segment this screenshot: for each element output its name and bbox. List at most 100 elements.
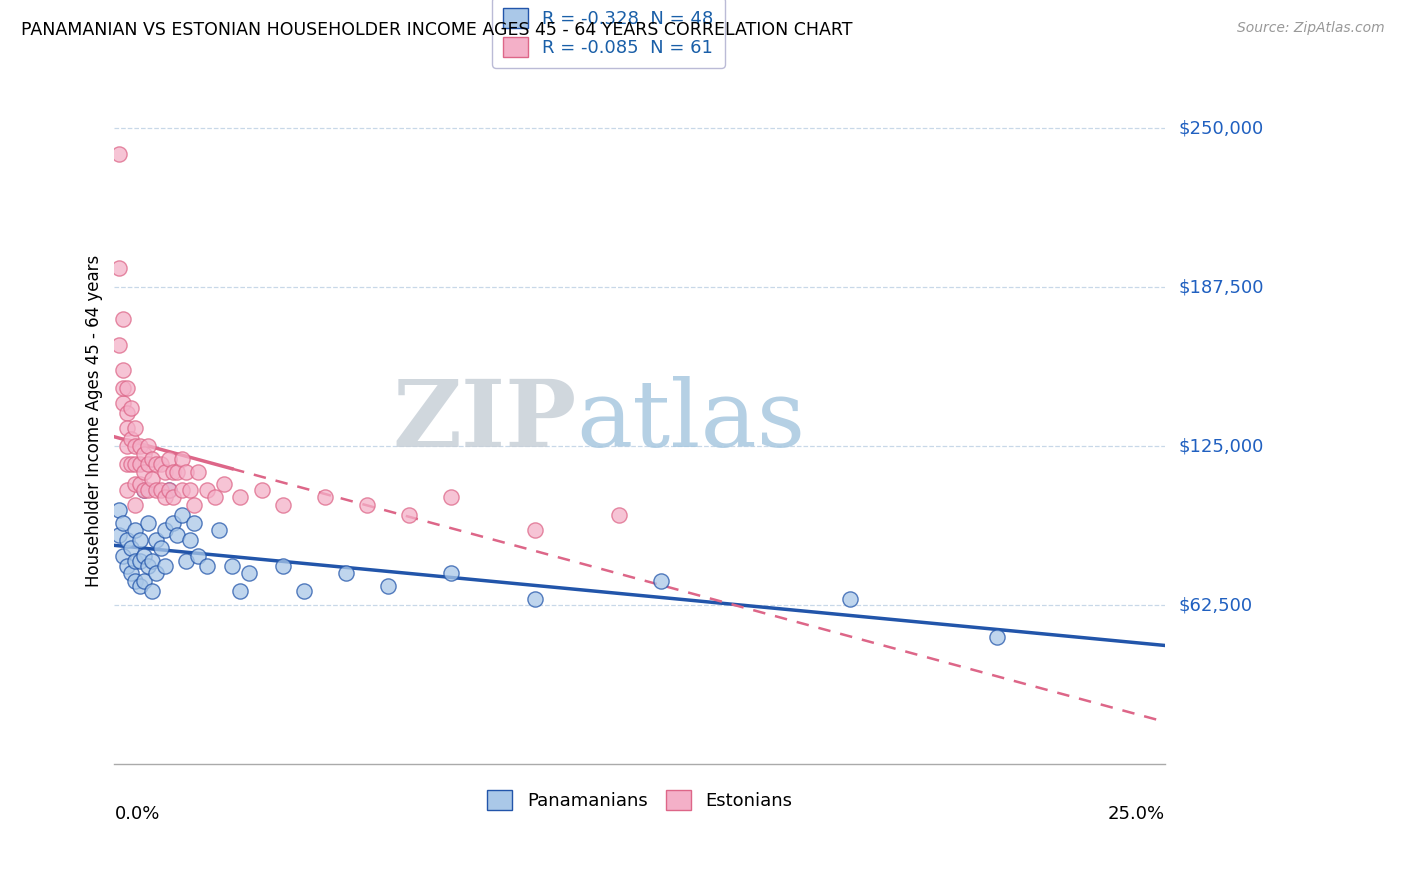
Point [271, 558, 294, 573]
Point [136, 516, 159, 530]
Point [141, 472, 163, 486]
Point [212, 477, 235, 491]
Point [115, 406, 138, 420]
Point [183, 516, 205, 530]
Text: ZIP: ZIP [392, 376, 576, 466]
Point [120, 566, 142, 581]
Text: $250,000: $250,000 [1180, 120, 1264, 137]
Point [128, 457, 150, 471]
Point [136, 457, 159, 471]
Point [115, 483, 138, 497]
Point [132, 483, 155, 497]
Point [107, 337, 129, 351]
Point [120, 541, 142, 555]
Point [107, 261, 129, 276]
Point [132, 447, 155, 461]
Point [174, 465, 197, 479]
Point [120, 457, 142, 471]
Text: $62,500: $62,500 [1180, 596, 1253, 615]
Point [204, 490, 226, 504]
Point [107, 528, 129, 542]
Point [132, 483, 155, 497]
Point [292, 584, 315, 599]
Point [166, 528, 188, 542]
Point [157, 483, 180, 497]
Point [439, 490, 461, 504]
Point [183, 498, 205, 512]
Point [166, 465, 188, 479]
Point [170, 483, 193, 497]
Point [124, 477, 146, 491]
Point [838, 591, 860, 606]
Point [335, 566, 357, 581]
Point [111, 396, 134, 410]
Point [128, 439, 150, 453]
Point [523, 523, 546, 537]
Point [149, 541, 172, 555]
Text: atlas: atlas [576, 376, 806, 466]
Point [132, 549, 155, 563]
Point [439, 566, 461, 581]
Point [111, 381, 134, 395]
Y-axis label: Householder Income Ages 45 - 64 years: Householder Income Ages 45 - 64 years [86, 255, 103, 587]
Point [162, 465, 184, 479]
Point [187, 465, 209, 479]
Point [115, 533, 138, 548]
Point [115, 558, 138, 573]
Point [124, 498, 146, 512]
Point [145, 457, 167, 471]
Point [145, 533, 167, 548]
Point [187, 549, 209, 563]
Point [153, 490, 176, 504]
Text: $125,000: $125,000 [1180, 437, 1264, 455]
Point [157, 483, 180, 497]
Point [136, 483, 159, 497]
Point [124, 554, 146, 568]
Point [398, 508, 420, 522]
Point [136, 439, 159, 453]
Point [153, 558, 176, 573]
Text: 25.0%: 25.0% [1108, 805, 1166, 823]
Point [107, 503, 129, 517]
Point [111, 363, 134, 377]
Point [107, 146, 129, 161]
Point [195, 483, 218, 497]
Point [141, 554, 163, 568]
Point [314, 490, 336, 504]
Point [162, 516, 184, 530]
Point [170, 452, 193, 467]
Text: PANAMANIAN VS ESTONIAN HOUSEHOLDER INCOME AGES 45 - 64 YEARS CORRELATION CHART: PANAMANIAN VS ESTONIAN HOUSEHOLDER INCOM… [21, 21, 852, 39]
Point [149, 457, 172, 471]
Point [153, 465, 176, 479]
Point [356, 498, 378, 512]
Point [124, 421, 146, 435]
Point [162, 490, 184, 504]
Point [120, 401, 142, 416]
Point [132, 574, 155, 588]
Point [132, 465, 155, 479]
Point [221, 558, 243, 573]
Point [124, 457, 146, 471]
Point [115, 457, 138, 471]
Point [128, 579, 150, 593]
Point [124, 439, 146, 453]
Point [179, 533, 201, 548]
Point [145, 483, 167, 497]
Point [111, 312, 134, 326]
Point [136, 558, 159, 573]
Point [111, 549, 134, 563]
Point [170, 508, 193, 522]
Point [115, 421, 138, 435]
Point [120, 432, 142, 446]
Point [250, 483, 273, 497]
Point [650, 574, 672, 588]
Text: 0.0%: 0.0% [114, 805, 160, 823]
Point [149, 483, 172, 497]
Point [271, 498, 294, 512]
Text: Source: ZipAtlas.com: Source: ZipAtlas.com [1237, 21, 1385, 36]
Point [115, 439, 138, 453]
Point [141, 452, 163, 467]
Point [986, 630, 1008, 644]
Point [238, 566, 260, 581]
Point [174, 554, 197, 568]
